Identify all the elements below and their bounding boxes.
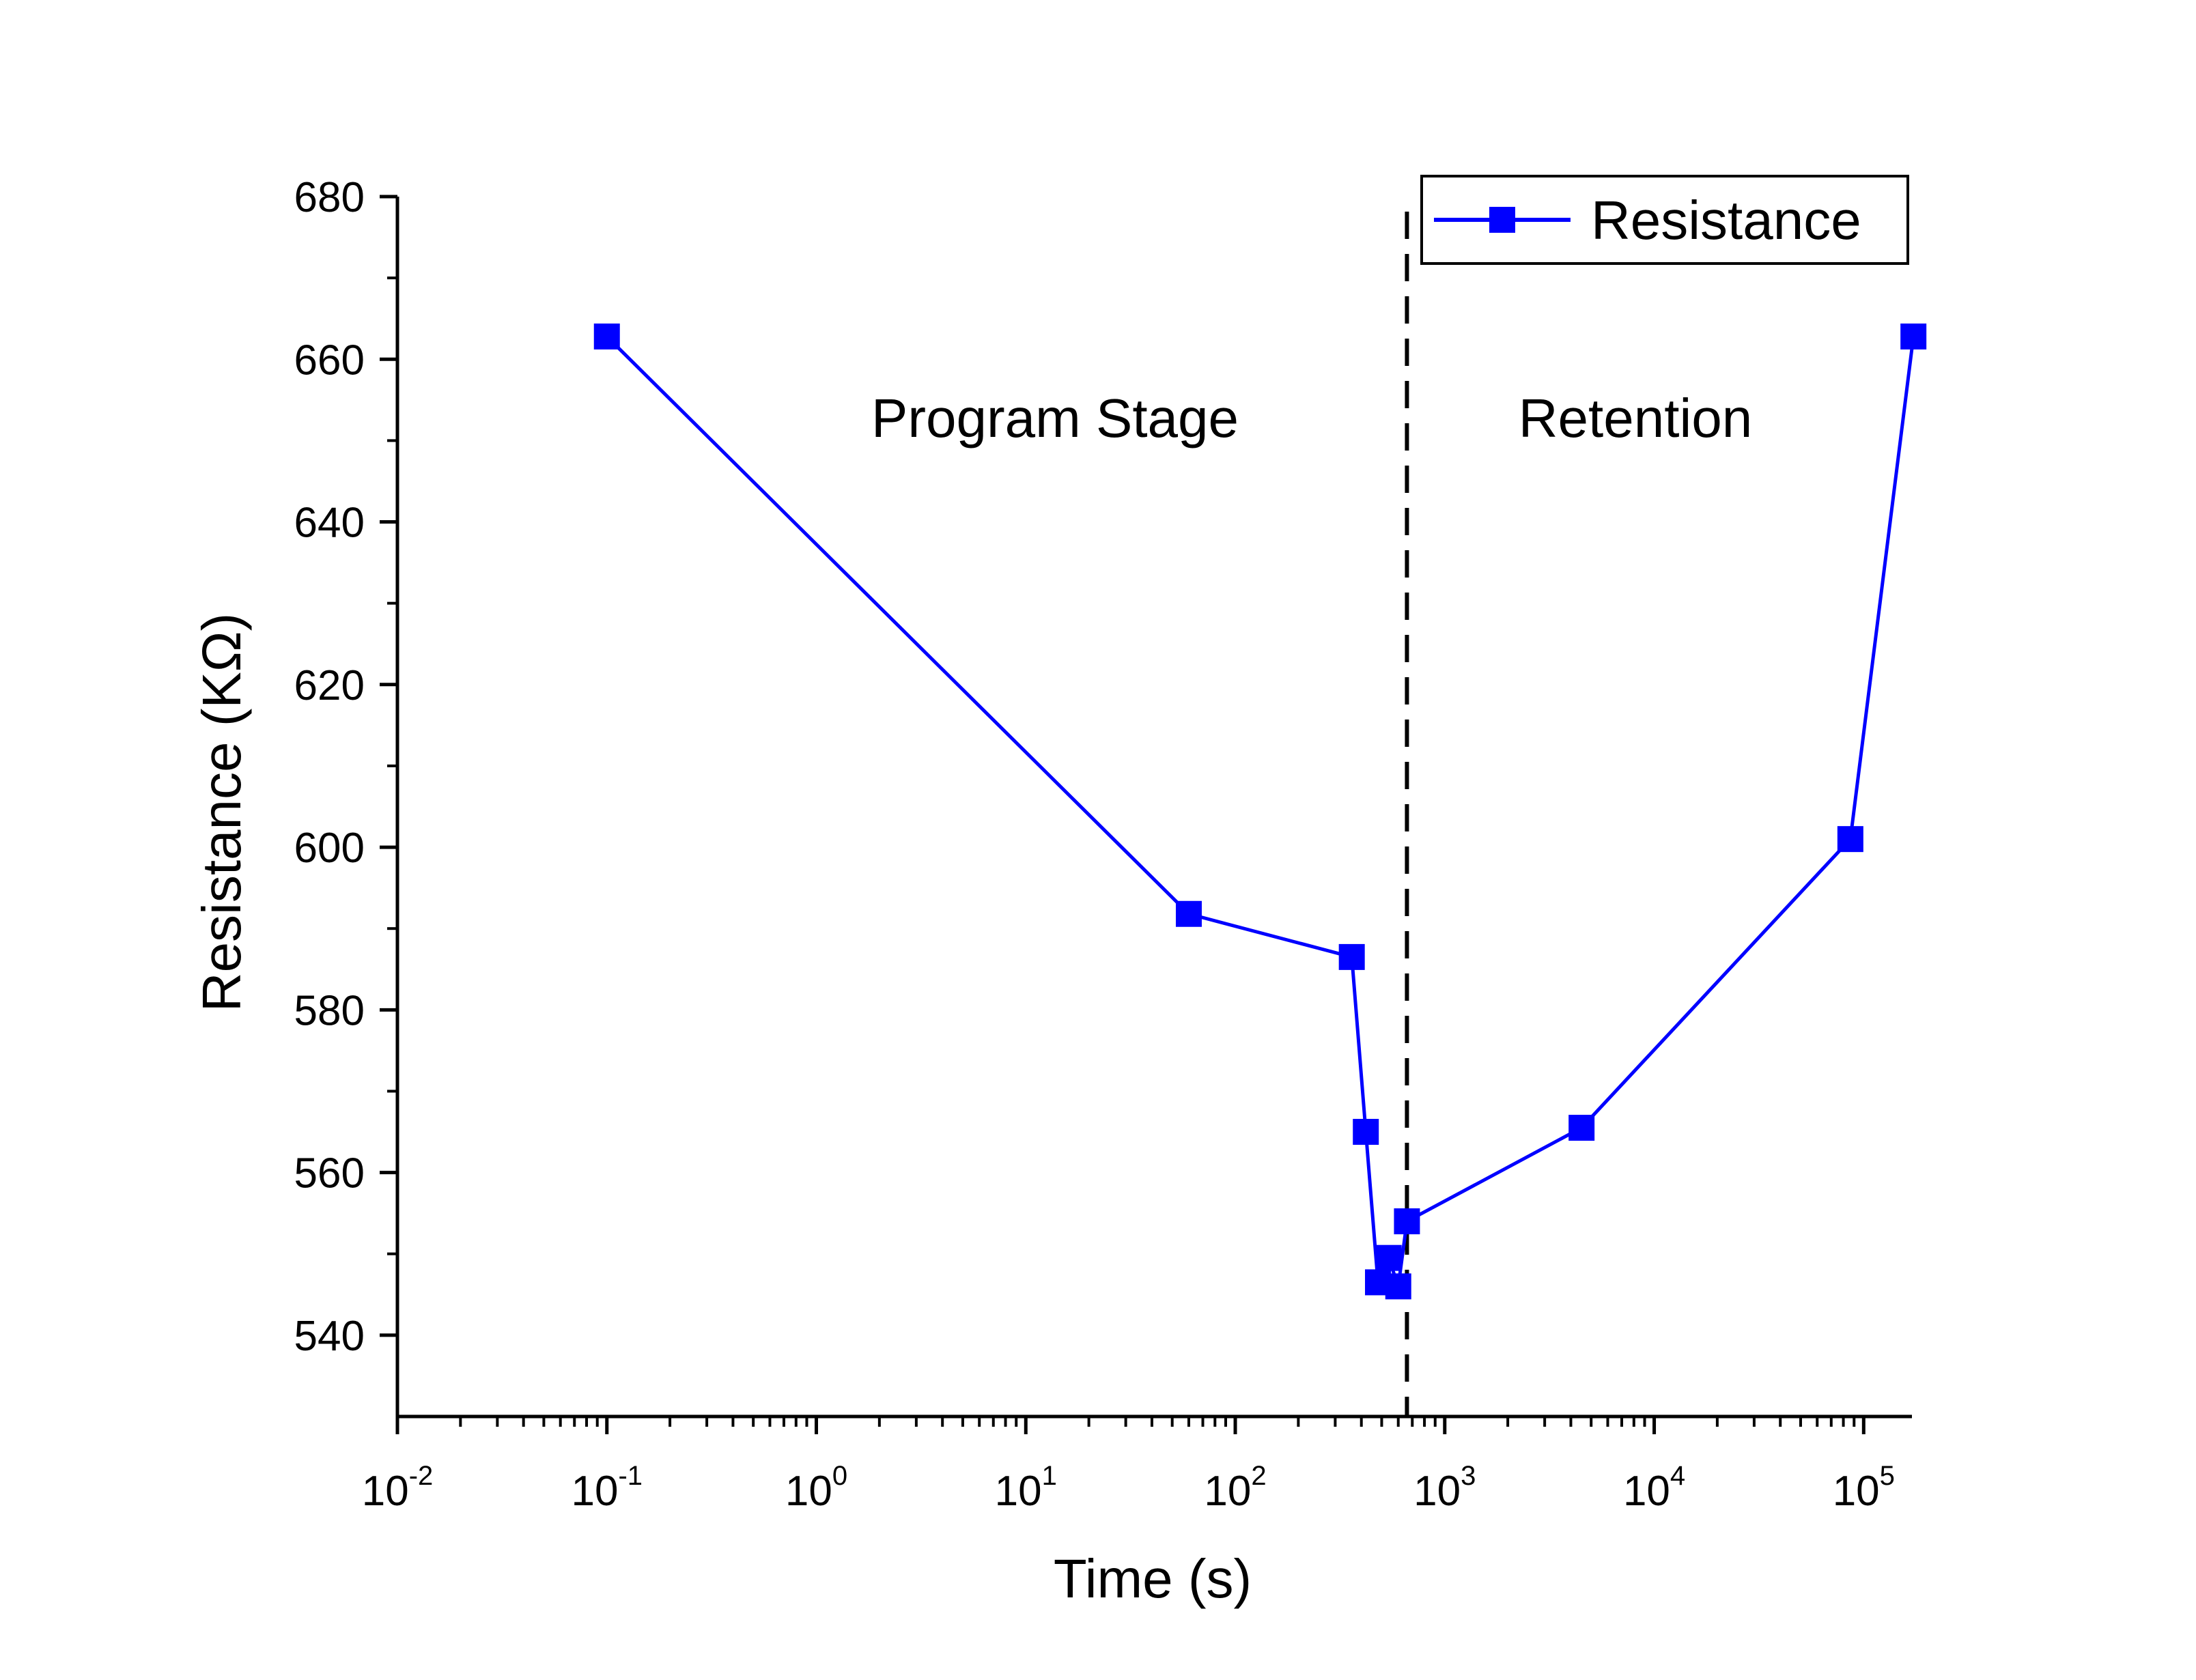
annotation-retention: Retention xyxy=(1519,388,1752,449)
data-point xyxy=(1837,826,1863,853)
x-tick-label: 102 xyxy=(1204,1461,1266,1515)
data-point xyxy=(1394,1208,1420,1235)
data-point xyxy=(593,323,620,350)
y-tick-label: 620 xyxy=(294,662,365,709)
series-line xyxy=(605,335,1915,1288)
x-tick-label: 10-1 xyxy=(571,1461,643,1515)
data-point xyxy=(1175,900,1202,927)
y-tick-label: 640 xyxy=(294,500,365,547)
y-axis-title: Resistance (KΩ) xyxy=(191,613,252,1012)
y-tick-label: 580 xyxy=(294,987,365,1034)
legend-marker xyxy=(1489,207,1515,233)
x-tick-label: 105 xyxy=(1833,1461,1895,1515)
y-tick-label: 540 xyxy=(294,1313,365,1360)
y-tick-label: 680 xyxy=(294,174,365,221)
data-point xyxy=(1353,1119,1379,1145)
annotation-program-stage: Program Stage xyxy=(871,388,1239,449)
x-tick-label: 100 xyxy=(785,1461,847,1515)
legend: Resistance xyxy=(1420,175,1909,265)
series-layer xyxy=(593,323,1927,1300)
x-tick-label: 104 xyxy=(1623,1461,1685,1515)
data-point xyxy=(1338,943,1365,970)
x-tick-label: 10-2 xyxy=(362,1461,434,1515)
data-point xyxy=(1900,323,1927,350)
y-tick-label: 660 xyxy=(294,337,365,384)
data-point xyxy=(1568,1115,1595,1141)
y-tick-label: 560 xyxy=(294,1150,365,1197)
data-point xyxy=(1375,1244,1402,1271)
x-axis-title: Time (s) xyxy=(1054,1548,1252,1609)
legend-label: Resistance xyxy=(1591,190,1861,251)
axes-layer: 540 560 580 600 620 640 660 680 10-2 10-1 100 101 10… xyxy=(294,174,1912,1515)
x-tick-label: 101 xyxy=(995,1461,1057,1515)
y-tick-label: 600 xyxy=(294,825,365,872)
x-tick-label: 103 xyxy=(1413,1461,1476,1515)
data-point xyxy=(1385,1273,1411,1300)
